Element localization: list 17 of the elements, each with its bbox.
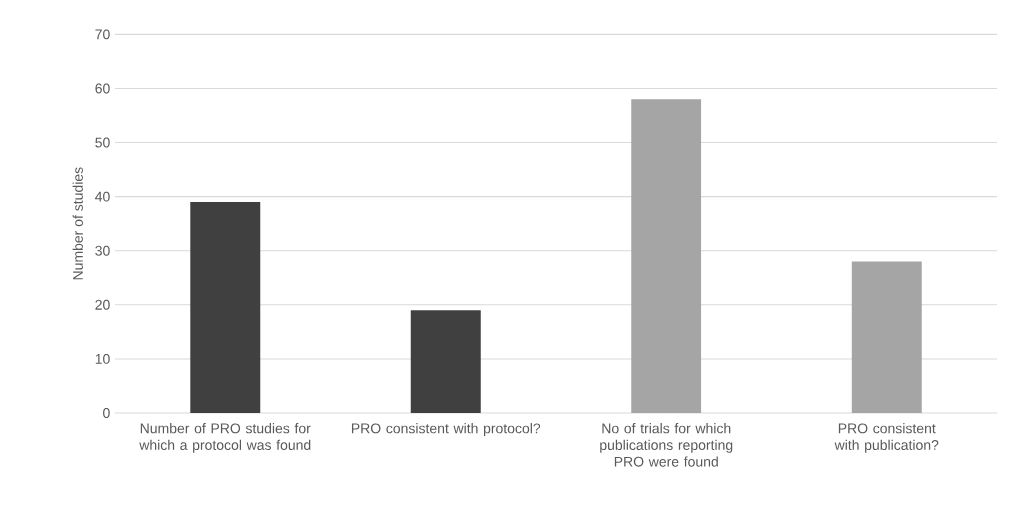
x-tick-label: PRO consistent with protocol? (351, 423, 541, 437)
y-tick-label: 70 (95, 29, 110, 40)
y-tick-label: 20 (95, 299, 110, 310)
y-tick-label: 30 (95, 245, 110, 256)
y-tick-label: 50 (95, 137, 110, 148)
y-tick-label: 10 (95, 353, 110, 364)
y-tick-label: 40 (95, 191, 110, 202)
bar (190, 202, 261, 413)
x-tick-label: No of trials for which publications reporting PRO were found (600, 423, 733, 467)
x-tick-label: Number of PRO studies for which a protocol was found (139, 423, 311, 453)
y-tick-label: 60 (95, 83, 110, 94)
x-tick-label: PRO consistent with publication? (834, 423, 939, 453)
y-tick-label: 0 (103, 408, 110, 418)
bar (410, 310, 481, 413)
bar (851, 261, 922, 413)
y-axis-title: Number of studies (72, 167, 83, 280)
bar (631, 99, 702, 413)
